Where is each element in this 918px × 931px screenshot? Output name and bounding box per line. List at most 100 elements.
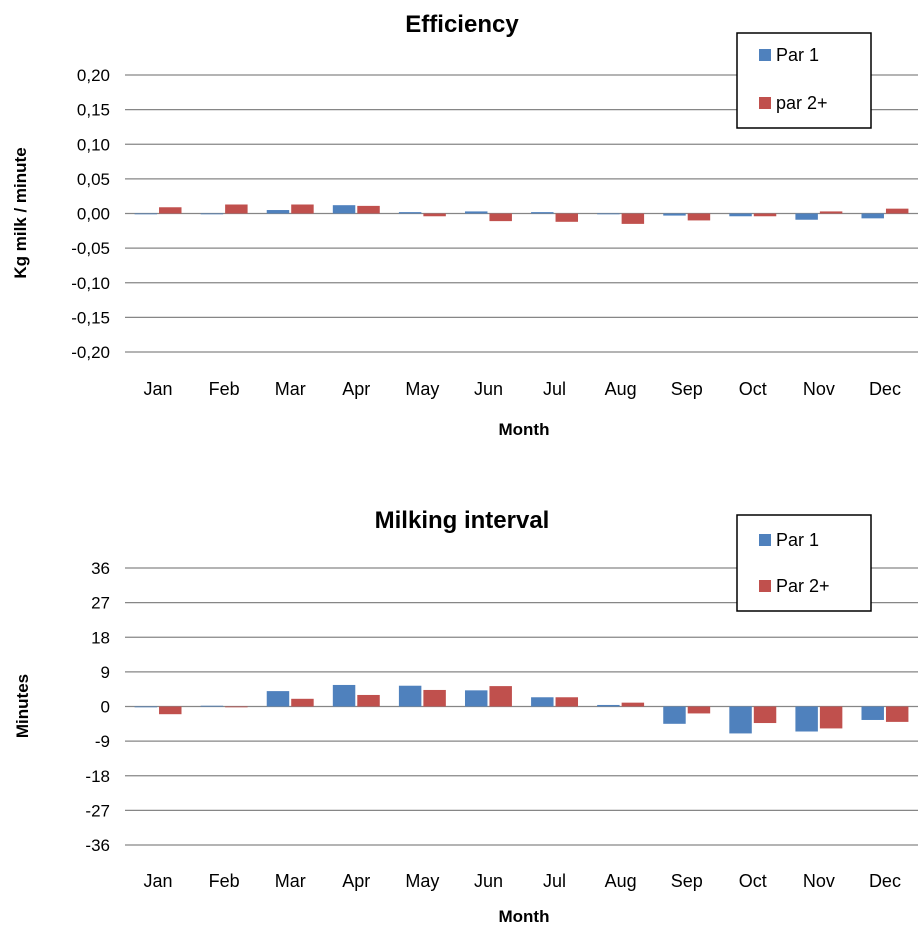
bar-series-2 — [225, 706, 248, 708]
bar-series-1 — [134, 213, 158, 215]
bar-series-2 — [423, 213, 446, 217]
bar-series-2 — [687, 213, 711, 221]
legend-label-series-2: Par 2+ — [776, 576, 830, 596]
y-tick-label: 0,20 — [77, 66, 110, 85]
milking-interval-chart: Milking interval Minutes Month 36 27 18 9 0 -… — [13, 507, 918, 926]
bars — [134, 684, 909, 734]
x-tick-label: Nov — [803, 379, 835, 399]
bar-series-1 — [663, 706, 686, 724]
bar-series-2 — [159, 706, 182, 715]
bar-series-2 — [357, 694, 380, 707]
y-axis-title: Kg milk / minute — [11, 147, 30, 278]
gridlines — [125, 567, 918, 846]
legend-swatch-series-1 — [759, 534, 771, 546]
y-tick-label: 0,15 — [77, 101, 110, 120]
bar-series-2 — [489, 686, 512, 707]
bar-series-1 — [531, 697, 554, 707]
x-tick-label: Dec — [869, 871, 901, 891]
bar-series-1 — [597, 213, 620, 215]
bar-series-1 — [795, 213, 818, 220]
bar-series-2 — [423, 689, 446, 707]
y-tick-label: 36 — [91, 559, 110, 578]
x-tick-label: Mar — [275, 871, 306, 891]
y-tick-label: 0,10 — [77, 135, 110, 154]
x-tick-label: Jul — [543, 379, 566, 399]
legend-swatch-series-2 — [759, 97, 771, 109]
y-tick-label: 18 — [91, 628, 110, 647]
bar-series-2 — [291, 698, 314, 707]
bar-series-1 — [464, 211, 488, 214]
bar-series-2 — [687, 706, 711, 714]
bar-series-1 — [398, 685, 422, 707]
y-tick-label: -9 — [95, 732, 110, 751]
x-tick-label: May — [405, 871, 439, 891]
bar-series-1 — [200, 213, 224, 215]
x-tick-labels: Jan Feb Mar Apr May Jun Jul Aug Sep Oct Nov Dec — [144, 871, 901, 891]
bar-series-1 — [266, 210, 290, 214]
bar-series-2 — [753, 706, 777, 724]
bar-series-1 — [795, 706, 818, 732]
bar-series-2 — [555, 213, 579, 222]
y-tick-label: 0,00 — [77, 205, 110, 224]
x-tick-label: Sep — [671, 379, 703, 399]
bar-series-1 — [861, 213, 884, 219]
bar-series-1 — [531, 212, 554, 214]
x-tick-label: Feb — [209, 379, 240, 399]
bar-series-1 — [861, 706, 884, 720]
legend-swatch-series-1 — [759, 49, 771, 61]
bar-series-2 — [819, 211, 843, 214]
y-tick-label: -27 — [85, 801, 110, 820]
x-tick-label: Jul — [543, 871, 566, 891]
x-tick-label: Jan — [144, 379, 173, 399]
legend: Par 1 par 2+ — [736, 32, 872, 129]
legend-box — [736, 514, 872, 612]
x-tick-label: May — [405, 379, 439, 399]
legend: Par 1 Par 2+ — [736, 514, 872, 612]
chart-title: Milking interval — [375, 507, 550, 534]
x-tick-label: Feb — [209, 871, 240, 891]
x-tick-label: Oct — [739, 871, 767, 891]
bar-series-1 — [266, 691, 290, 707]
bar-series-1 — [729, 213, 752, 217]
bar-series-2 — [753, 213, 777, 217]
y-tick-labels: 0,20 0,15 0,10 0,05 0,00 -0,05 -0,10 -0,15 -0,20 — [71, 66, 110, 362]
bar-series-1 — [663, 213, 686, 216]
x-tick-label: Apr — [342, 871, 370, 891]
x-axis-title: Month — [499, 420, 550, 439]
bar-series-2 — [885, 208, 909, 214]
bar-series-1 — [332, 684, 356, 707]
legend-label-series-1: Par 1 — [776, 530, 819, 550]
y-tick-label: -18 — [85, 767, 110, 786]
bar-series-1 — [597, 704, 620, 707]
bar-series-1 — [464, 690, 488, 707]
bar-series-1 — [134, 706, 158, 708]
y-tick-label: -0,10 — [71, 274, 110, 293]
x-tick-label: Dec — [869, 379, 901, 399]
bar-series-2 — [225, 204, 248, 214]
y-tick-label: -0,20 — [71, 343, 110, 362]
y-tick-label: -0,05 — [71, 239, 110, 258]
x-tick-label: Nov — [803, 871, 835, 891]
legend-swatch-series-2 — [759, 580, 771, 592]
x-tick-label: Mar — [275, 379, 306, 399]
efficiency-chart: Efficiency Kg milk / minute Month 0,20 0,… — [11, 11, 918, 439]
x-tick-label: Jun — [474, 871, 503, 891]
x-tick-label: Jan — [144, 871, 173, 891]
bar-series-2 — [621, 702, 645, 707]
legend-label-series-1: Par 1 — [776, 45, 819, 65]
bars — [134, 204, 909, 224]
x-tick-label: Jun — [474, 379, 503, 399]
x-tick-label: Oct — [739, 379, 767, 399]
bar-series-2 — [291, 204, 314, 214]
legend-label-series-2: par 2+ — [776, 93, 828, 113]
chart-title: Efficiency — [405, 11, 519, 38]
bar-series-2 — [885, 706, 909, 722]
y-tick-labels: 36 27 18 9 0 -9 -18 -27 -36 — [85, 559, 110, 855]
x-tick-label: Aug — [605, 379, 637, 399]
y-tick-label: 9 — [101, 663, 110, 682]
bar-series-2 — [357, 205, 380, 214]
y-tick-label: -0,15 — [71, 308, 110, 327]
gridlines — [125, 74, 918, 353]
bar-series-2 — [819, 706, 843, 729]
